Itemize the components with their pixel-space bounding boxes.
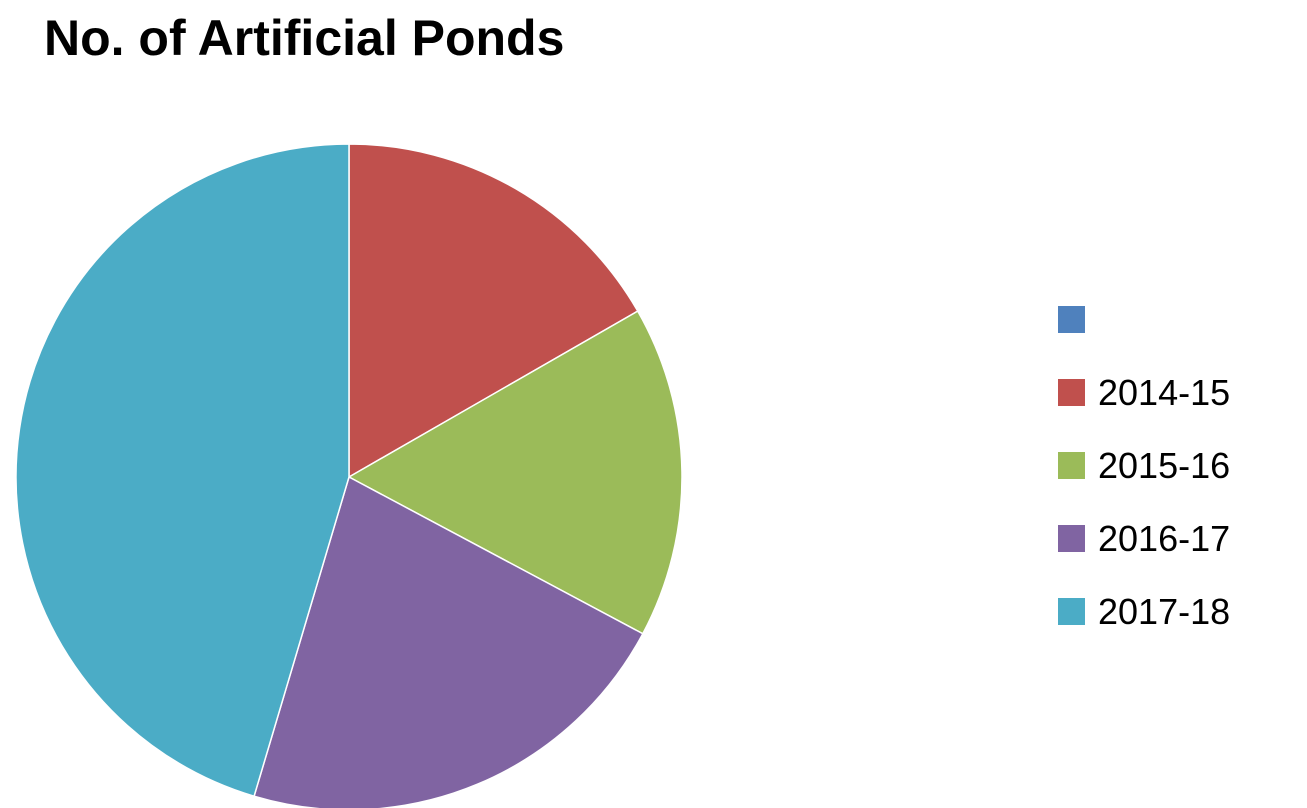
legend-item: 2016-17 bbox=[1058, 502, 1230, 575]
legend-item: 2014-15 bbox=[1058, 356, 1230, 429]
legend-swatch bbox=[1058, 598, 1085, 625]
legend-item bbox=[1058, 283, 1230, 356]
legend-label: 2017-18 bbox=[1098, 592, 1230, 632]
legend-label: 2014-15 bbox=[1098, 373, 1230, 413]
legend-swatch bbox=[1058, 306, 1085, 333]
legend-label: 2016-17 bbox=[1098, 519, 1230, 559]
legend-swatch bbox=[1058, 525, 1085, 552]
legend-item: 2017-18 bbox=[1058, 575, 1230, 648]
pie-slices bbox=[16, 144, 682, 808]
legend: 2014-15 2015-16 2016-17 2017-18 bbox=[1058, 283, 1230, 648]
legend-swatch bbox=[1058, 379, 1085, 406]
legend-label: 2015-16 bbox=[1098, 446, 1230, 486]
legend-item: 2015-16 bbox=[1058, 429, 1230, 502]
legend-swatch bbox=[1058, 452, 1085, 479]
